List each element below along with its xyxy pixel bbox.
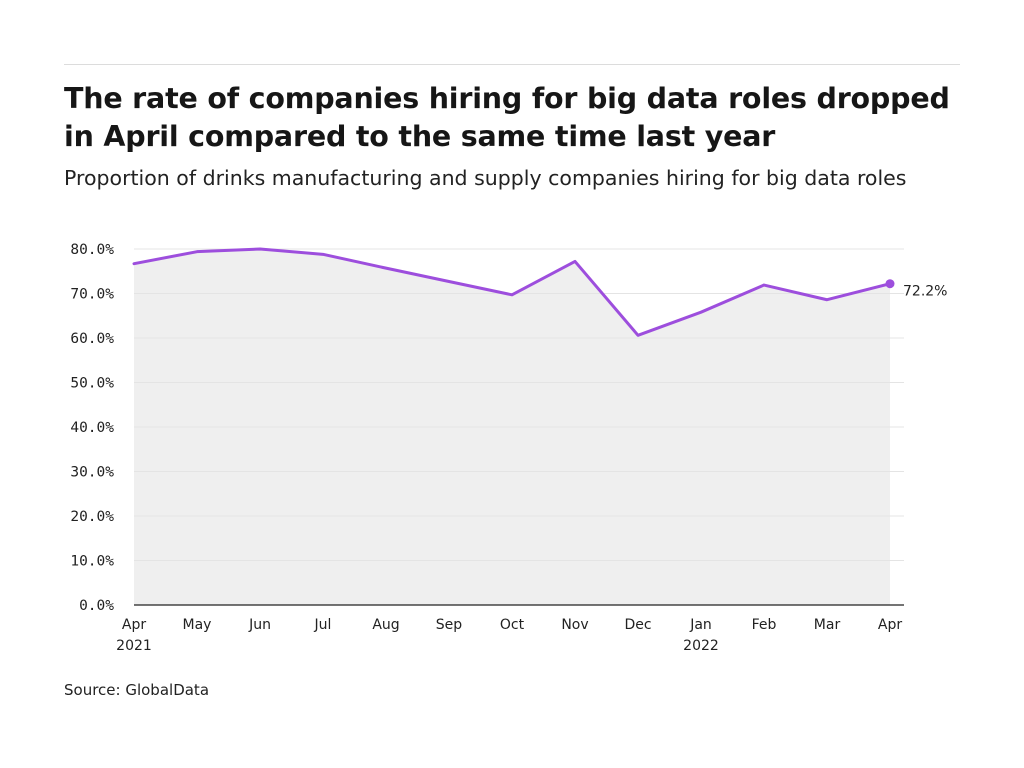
x-tick-label: Aug: [372, 617, 399, 633]
y-tick-label: 60.0%: [70, 331, 114, 347]
x-tick-label: Feb: [752, 617, 777, 633]
x-tick-label: Dec: [624, 617, 651, 633]
y-tick-label: 0.0%: [79, 598, 114, 614]
y-tick-label: 40.0%: [70, 420, 114, 436]
series-line: [132, 247, 892, 337]
x-tick-label: Apr: [122, 617, 146, 633]
end-value-label: 72.2%: [903, 284, 947, 300]
x-year-label: 2021: [116, 638, 152, 654]
end-point-marker: [885, 279, 895, 289]
chart-subtitle: Proportion of drinks manufacturing and s…: [64, 166, 907, 190]
x-tick-label: Mar: [814, 617, 841, 633]
x-tick-label: Oct: [500, 617, 525, 633]
x-tick-label: Nov: [561, 617, 588, 633]
x-tick-label: May: [183, 617, 212, 633]
y-tick-label: 80.0%: [70, 242, 114, 258]
y-tick-label: 10.0%: [70, 554, 114, 570]
x-tick-label: Apr: [878, 617, 902, 633]
y-tick-label: 70.0%: [70, 287, 114, 303]
y-tick-label: 20.0%: [70, 509, 114, 525]
x-tick-label: Sep: [436, 617, 463, 633]
source-note: Source: GlobalData: [64, 681, 210, 699]
chart-title: The rate of companies hiring for big dat…: [64, 82, 950, 153]
x-tick-label: Jan: [689, 617, 712, 633]
top-divider: [64, 64, 960, 65]
x-tick-label: Jun: [248, 617, 271, 633]
x-tick-label: Jul: [314, 617, 332, 633]
y-tick-label: 30.0%: [70, 465, 114, 481]
y-tick-label: 50.0%: [70, 376, 114, 392]
x-year-label: 2022: [683, 638, 719, 654]
